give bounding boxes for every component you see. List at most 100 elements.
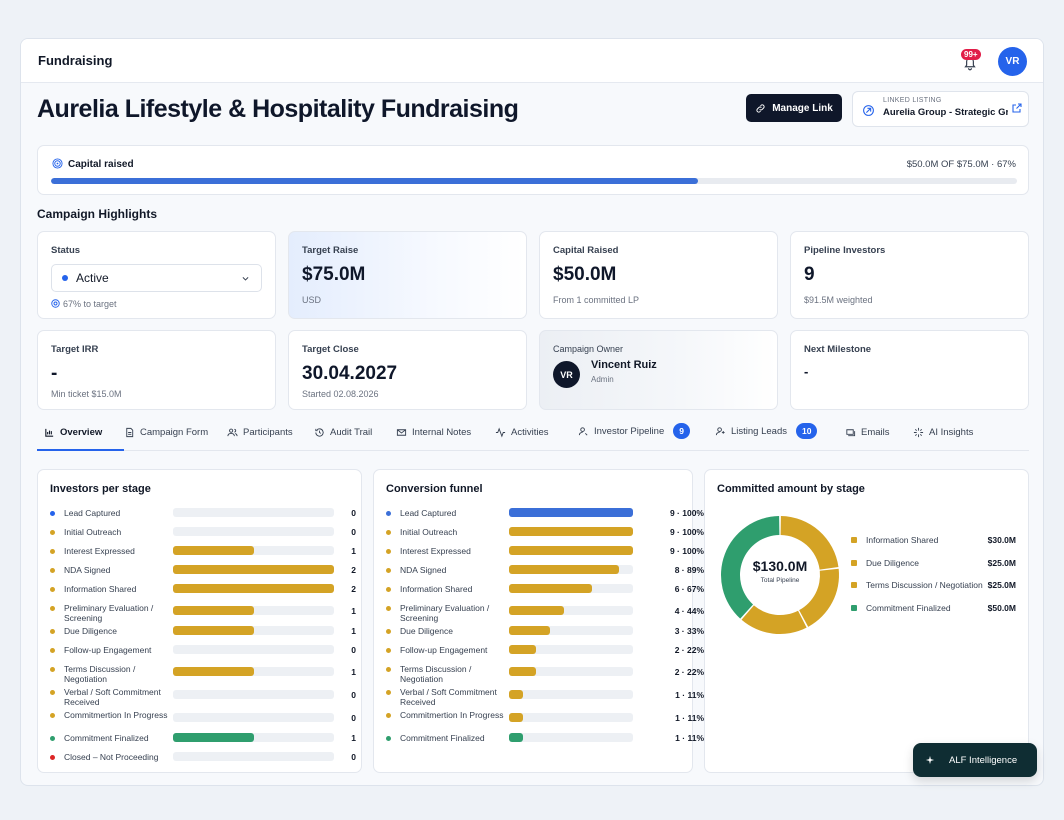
tab-listing-leads[interactable]: Listing Leads 10 xyxy=(715,423,818,439)
tab-campaign-form[interactable]: Campaign Form xyxy=(124,427,208,438)
target-raise-value: $75.0M xyxy=(302,264,366,285)
stage-dot xyxy=(50,606,55,611)
stage-bar-track xyxy=(509,546,633,555)
stage-label: Terms Discussion / Negotiation xyxy=(400,664,472,684)
tab-internal-notes[interactable]: Internal Notes xyxy=(396,427,471,438)
tab-ai-insights[interactable]: AI Insights xyxy=(913,427,973,438)
tab-count-badge: 10 xyxy=(795,423,818,439)
stage-bar-track xyxy=(173,565,334,574)
activity-icon xyxy=(495,427,506,438)
status-sub-text: 67% to target xyxy=(63,299,117,309)
close-sub: Started 02.08.2026 xyxy=(302,389,379,399)
target-irr-card: Target IRR - Min ticket $15.0M xyxy=(37,330,276,410)
stage-label: Follow-up Engagement xyxy=(400,645,488,655)
manage-link-button[interactable]: Manage Link xyxy=(746,94,842,122)
stage-label: Lead Captured xyxy=(64,508,121,518)
stage-bar-track xyxy=(173,584,334,593)
tab-investor-pipeline[interactable]: Investor Pipeline 9 xyxy=(578,423,690,439)
sparkle-icon xyxy=(925,755,935,765)
stage-label: Commitment Finalized xyxy=(64,733,149,743)
capital-raised-amount: $50.0M OF $75.0M · 67% xyxy=(906,159,1016,170)
app-window: Fundraising 99+ VR Aurelia Lifestyle & H… xyxy=(20,38,1044,786)
tab-count-badge: 9 xyxy=(673,423,690,439)
stage-value: 2 · 22% xyxy=(674,667,704,677)
linked-listing-value: Aurelia Group - Strategic Gr... xyxy=(883,107,1008,118)
user-avatar[interactable]: VR xyxy=(998,47,1027,76)
stage-dot xyxy=(386,736,391,741)
committed-amount-panel: Committed amount by stage $130.0M Total … xyxy=(704,469,1029,773)
legend-swatch xyxy=(851,537,857,543)
stage-dot xyxy=(50,629,55,634)
stage-label: Verbal / Soft Commitment Received xyxy=(64,687,161,707)
committed-donut-chart xyxy=(721,516,839,634)
pipeline-sub: $91.5M weighted xyxy=(804,295,873,305)
stage-value: 1 · 11% xyxy=(675,690,704,700)
linked-listing-label: LINKED LISTING xyxy=(883,97,942,104)
capital-progress-fill xyxy=(51,178,699,184)
legend-value: $25.0M xyxy=(987,557,1016,568)
stage-dot xyxy=(50,587,55,592)
tab-label: Activities xyxy=(511,427,549,438)
status-label: Status xyxy=(51,245,81,256)
irr-label: Target IRR xyxy=(51,344,99,355)
stage-dot xyxy=(386,511,391,516)
alf-intelligence-button[interactable]: ALF Intelligence xyxy=(913,743,1037,777)
stage-value: 1 xyxy=(351,667,356,677)
capital-progress-track xyxy=(51,178,1017,184)
stage-bar xyxy=(509,690,523,699)
stage-label: Lead Captured xyxy=(400,508,457,518)
document-icon xyxy=(126,427,134,438)
legend-swatch xyxy=(851,582,857,588)
stage-value: 1 xyxy=(351,733,356,743)
stage-dot xyxy=(50,713,55,718)
stage-dot xyxy=(386,690,391,695)
status-card: Status Active 67% to target xyxy=(37,231,276,319)
legend-label: Commitment Finalized xyxy=(866,602,951,613)
stage-dot xyxy=(50,667,55,672)
panel-title: Investors per stage xyxy=(50,483,151,495)
tab-participants[interactable]: Participants xyxy=(227,427,293,438)
legend-value: $30.0M xyxy=(987,535,1016,545)
users-icon xyxy=(227,428,238,437)
capital-raised-sub: From 1 committed LP xyxy=(553,295,640,305)
stage-value: 4 · 44% xyxy=(674,606,704,616)
stage-bar-track xyxy=(173,606,334,615)
stage-bar-track xyxy=(173,733,334,742)
legend-swatch xyxy=(851,559,857,566)
status-select[interactable]: Active xyxy=(51,264,262,292)
external-link-icon[interactable] xyxy=(1011,102,1023,114)
bar-chart-icon xyxy=(45,428,54,437)
tab-label: Audit Trail xyxy=(330,427,373,438)
globe-icon xyxy=(863,105,874,116)
tab-emails[interactable]: Emails xyxy=(845,427,890,438)
stage-label: Terms Discussion / Negotiation xyxy=(64,664,136,684)
stage-bar xyxy=(509,626,550,635)
legend-value: $25.0M xyxy=(987,580,1016,590)
stage-value: 8 · 89% xyxy=(674,565,704,575)
stage-label: Due Diligence xyxy=(64,626,117,636)
target-raise-sub: USD xyxy=(302,295,322,305)
tab-overview[interactable]: Overview xyxy=(44,427,102,438)
tab-audit-trail[interactable]: Audit Trail xyxy=(314,427,372,438)
stage-dot xyxy=(386,648,391,653)
next-milestone-card: Next Milestone - xyxy=(790,330,1029,410)
close-label: Target Close xyxy=(302,344,359,355)
stage-bar xyxy=(173,733,254,742)
stage-value: 3 · 33% xyxy=(674,626,704,636)
linked-listing[interactable]: LINKED LISTING Aurelia Group - Strategic… xyxy=(852,91,1029,127)
stage-bar-track xyxy=(509,584,633,593)
tab-activities[interactable]: Activities xyxy=(495,427,548,438)
stage-value: 0 xyxy=(351,690,356,700)
stage-label: Follow-up Engagement xyxy=(64,645,152,655)
user-plus-icon xyxy=(715,426,725,435)
status-sub: 67% to target xyxy=(51,299,262,309)
stage-bar xyxy=(509,733,523,742)
tab-label: AI Insights xyxy=(929,427,974,438)
stage-bar-track xyxy=(509,565,633,574)
capital-raised-card: Capital Raised $50.0M From 1 committed L… xyxy=(539,231,778,319)
stage-value: 0 xyxy=(351,752,356,762)
donut-slice xyxy=(799,568,839,627)
stage-bar-track xyxy=(509,606,633,615)
stage-label: Information Shared xyxy=(400,584,473,594)
stage-bar-track xyxy=(173,527,334,536)
